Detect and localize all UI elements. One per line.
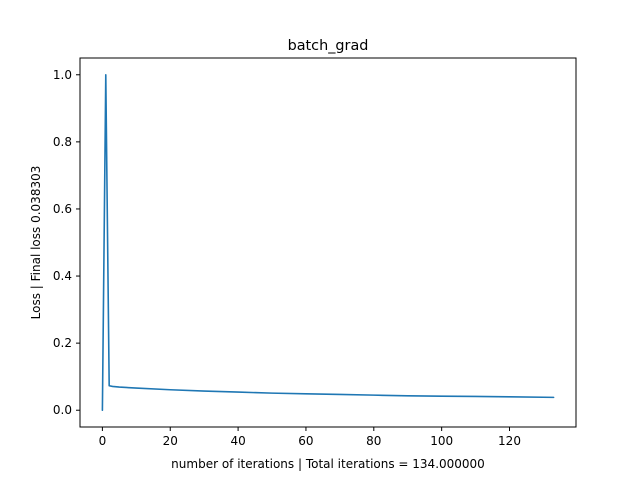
x-tick-label: 0 [99, 434, 107, 448]
y-tick-label: 1.0 [53, 68, 72, 82]
y-tick-label: 0.8 [53, 135, 72, 149]
series-line [101, 73, 555, 412]
y-tick-label: 0.6 [53, 202, 72, 216]
y-tick-label: 0.0 [53, 403, 72, 417]
x-tick-label: 120 [498, 434, 521, 448]
x-tick-label: 40 [230, 434, 245, 448]
tick-layer: 0 20 40 60 80 100 120 0.0 0.2 0.4 0.6 0.8 1.0 [53, 68, 521, 448]
chart-title: batch_grad [288, 38, 369, 54]
x-axis-label: number of iterations | Total iterations … [171, 457, 485, 471]
x-tick-label: 60 [298, 434, 313, 448]
plot-frame [79, 57, 577, 428]
x-tick-label: 80 [366, 434, 381, 448]
x-tick-label: 20 [163, 434, 178, 448]
y-tick-label: 0.2 [53, 336, 72, 350]
y-axis-label: Loss | Final loss 0.038303 [29, 166, 43, 320]
x-tick-label: 100 [430, 434, 453, 448]
plot-layer [101, 73, 555, 412]
y-tick-label: 0.4 [53, 269, 72, 283]
